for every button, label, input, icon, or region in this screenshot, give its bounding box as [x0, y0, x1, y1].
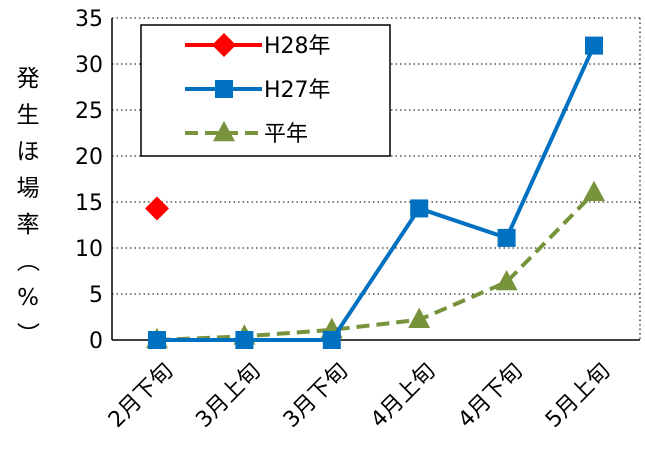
- series-h27: [148, 36, 603, 349]
- series-layer: [145, 36, 605, 349]
- triangle-marker: [495, 269, 518, 291]
- triangle-marker: [583, 180, 605, 202]
- triangle-marker: [213, 120, 235, 142]
- square-marker: [410, 199, 429, 218]
- y-axis-label-char: 場: [17, 176, 40, 202]
- y-tick-label: 5: [89, 283, 103, 308]
- square-marker: [585, 36, 603, 55]
- x-tick-label: 3月下旬: [279, 359, 353, 433]
- x-tick-label: 3月上旬: [191, 359, 265, 433]
- series-h28: [145, 196, 169, 221]
- x-tick-label: 5月上旬: [541, 359, 615, 433]
- y-axis-label-char: （: [14, 249, 40, 272]
- y-axis-label-char: 率: [17, 212, 40, 238]
- square-marker: [497, 228, 516, 247]
- x-tick-label: 4月上旬: [366, 359, 440, 433]
- y-tick-label: 35: [75, 7, 103, 32]
- y-tick-label: 25: [75, 99, 103, 124]
- y-axis-label-char: ほ: [17, 139, 40, 165]
- legend-label: H28年: [264, 34, 331, 59]
- y-tick-label: 10: [75, 237, 103, 262]
- y-tick-label: 15: [75, 191, 103, 216]
- y-axis-label-char: %: [17, 285, 39, 311]
- square-marker: [215, 80, 233, 98]
- legend-box: [140, 24, 391, 157]
- y-axis-label-char: ）: [14, 322, 40, 345]
- y-axis-label-char: 生: [17, 103, 40, 129]
- legend-label: 平年: [264, 122, 308, 147]
- x-tick-labels: 2月下旬 3月上旬 3月下旬 4月上旬 4月下旬 5月上旬: [104, 359, 615, 433]
- y-axis-label-char: 発: [17, 66, 40, 92]
- x-tick-label: 4月下旬: [454, 359, 528, 433]
- y-tick-label: 20: [75, 145, 103, 170]
- legend-label: H27年: [264, 78, 331, 103]
- y-tick-labels: 0 5 10 15 20 25 30 35: [75, 7, 103, 354]
- diamond-marker: [145, 196, 169, 221]
- series-line: [157, 44, 596, 342]
- x-tick-label: 2月下旬: [104, 359, 178, 433]
- series-line: [156, 191, 596, 342]
- series-average: [146, 180, 605, 349]
- triangle-marker: [408, 307, 431, 329]
- y-tick-label: 0: [89, 329, 103, 354]
- y-tick-label: 30: [75, 53, 103, 78]
- square-marker: [235, 331, 254, 349]
- square-marker: [148, 331, 166, 349]
- diamond-marker: [212, 33, 236, 57]
- square-marker: [322, 331, 341, 349]
